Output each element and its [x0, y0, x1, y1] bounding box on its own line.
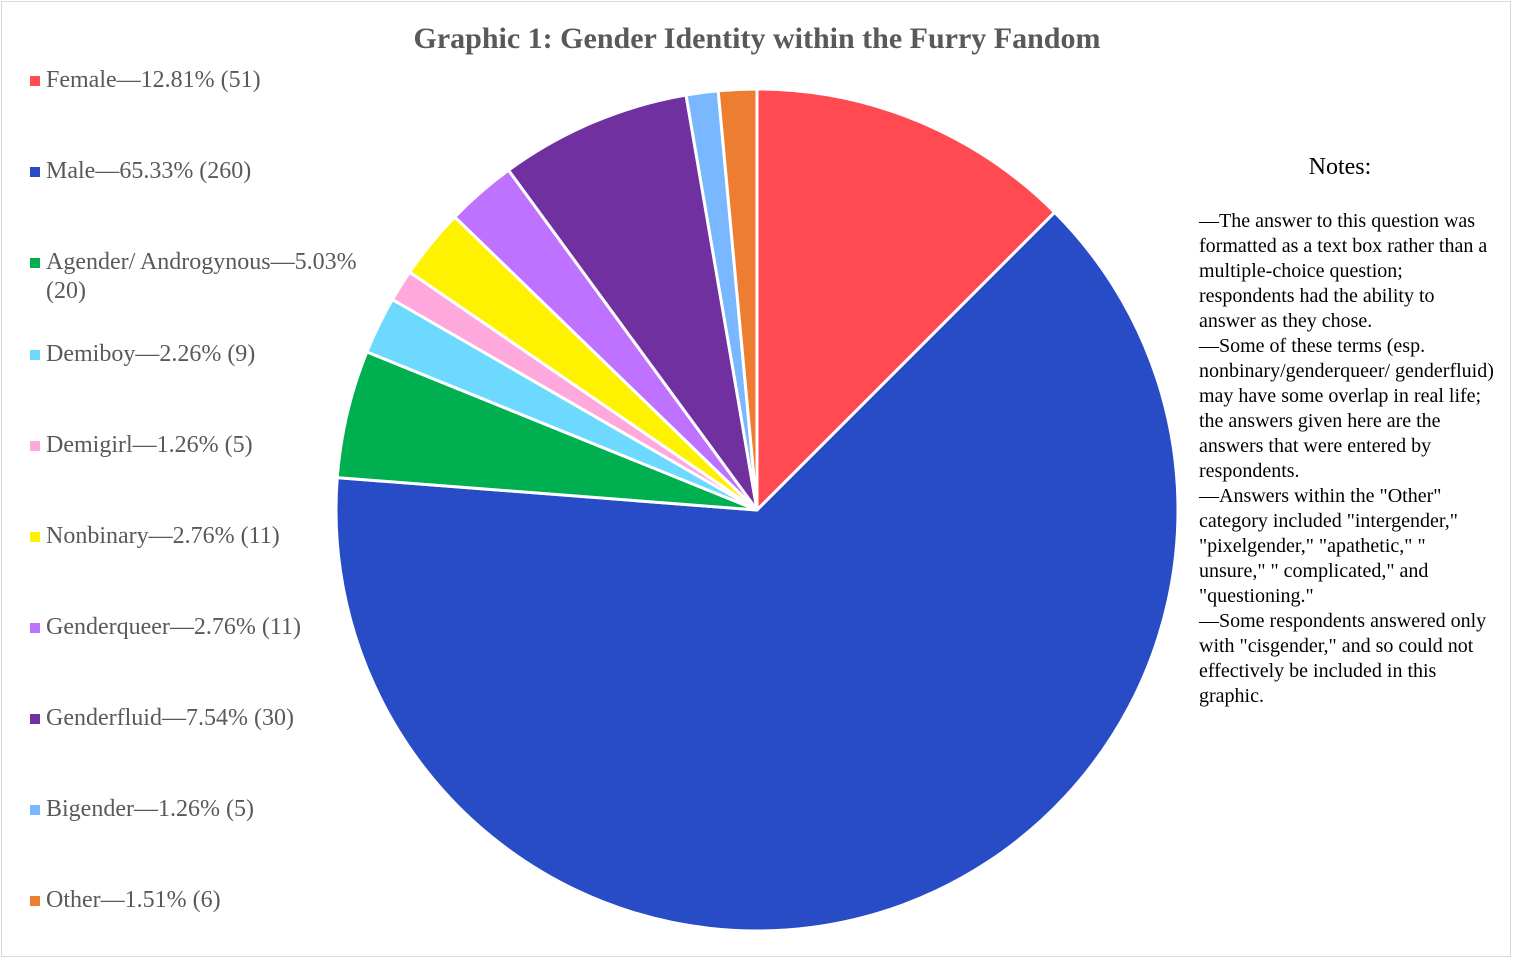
pie-slice-genderfluid: [506, 93, 759, 512]
legend-label-agender: Agender/ Androgynous—5.03% (20): [46, 249, 357, 304]
legend-swatch-demigirl: [30, 441, 40, 451]
legend-item-demiboy: Demiboy—2.26% (9): [30, 340, 360, 369]
legend-item-male: Male—65.33% (260): [30, 157, 360, 186]
legend-swatch-genderqueer: [30, 623, 40, 633]
pie-slice-female: [755, 87, 1057, 512]
notes-title: Notes:: [1308, 154, 1372, 180]
legend-label-bigender: Bigender—1.26% (5): [46, 796, 254, 822]
legend-item-genderqueer: Genderqueer—2.76% (11): [30, 613, 360, 642]
legend-label-genderfluid: Genderfluid—7.54% (30): [46, 705, 294, 731]
legend-swatch-male: [30, 167, 40, 177]
legend-item-demigirl: Demigirl—1.26% (5): [30, 431, 360, 460]
legend-swatch-demiboy: [30, 350, 40, 360]
legend-item-genderfluid: Genderfluid—7.54% (30): [30, 704, 360, 733]
legend-label-genderqueer: Genderqueer—2.76% (11): [46, 614, 302, 640]
legend-label-female: Female—12.81% (51): [46, 67, 261, 93]
legend-swatch-other: [30, 896, 40, 906]
note-item: —The answer to this question was formatt…: [1199, 210, 1488, 332]
legend-swatch-agender: [30, 258, 40, 268]
legend-item-agender: Agender/ Androgynous—5.03% (20): [30, 248, 360, 306]
chart-title: Graphic 1: Gender Identity within the Fu…: [413, 22, 1101, 55]
notes-box: —The answer to this question was formatt…: [1199, 209, 1495, 709]
legend-item-female: Female—12.81% (51): [30, 66, 360, 95]
legend-swatch-genderfluid: [30, 714, 40, 724]
note-item: —Some of these terms (esp. nonbinary/gen…: [1199, 335, 1494, 482]
legend-label-other: Other—1.51% (6): [46, 887, 221, 913]
legend-item-other: Other—1.51% (6): [30, 886, 360, 915]
legend-item-bigender: Bigender—1.26% (5): [30, 795, 360, 824]
legend-label-male: Male—65.33% (260): [46, 158, 252, 184]
legend-label-demigirl: Demigirl—1.26% (5): [46, 432, 253, 458]
note-item: —Answers within the "Other" category inc…: [1199, 485, 1458, 607]
legend-swatch-bigender: [30, 805, 40, 815]
legend-swatch-nonbinary: [30, 532, 40, 542]
legend-label-nonbinary: Nonbinary—2.76% (11): [46, 523, 280, 549]
legend-label-demiboy: Demiboy—2.26% (9): [46, 341, 256, 367]
pie-slice-other: [716, 87, 759, 512]
pie-slice-male: [334, 210, 1180, 933]
legend-swatch-female: [30, 76, 40, 86]
legend-item-nonbinary: Nonbinary—2.76% (11): [30, 522, 360, 551]
note-item: —Some respondents answered only with "ci…: [1199, 610, 1487, 707]
